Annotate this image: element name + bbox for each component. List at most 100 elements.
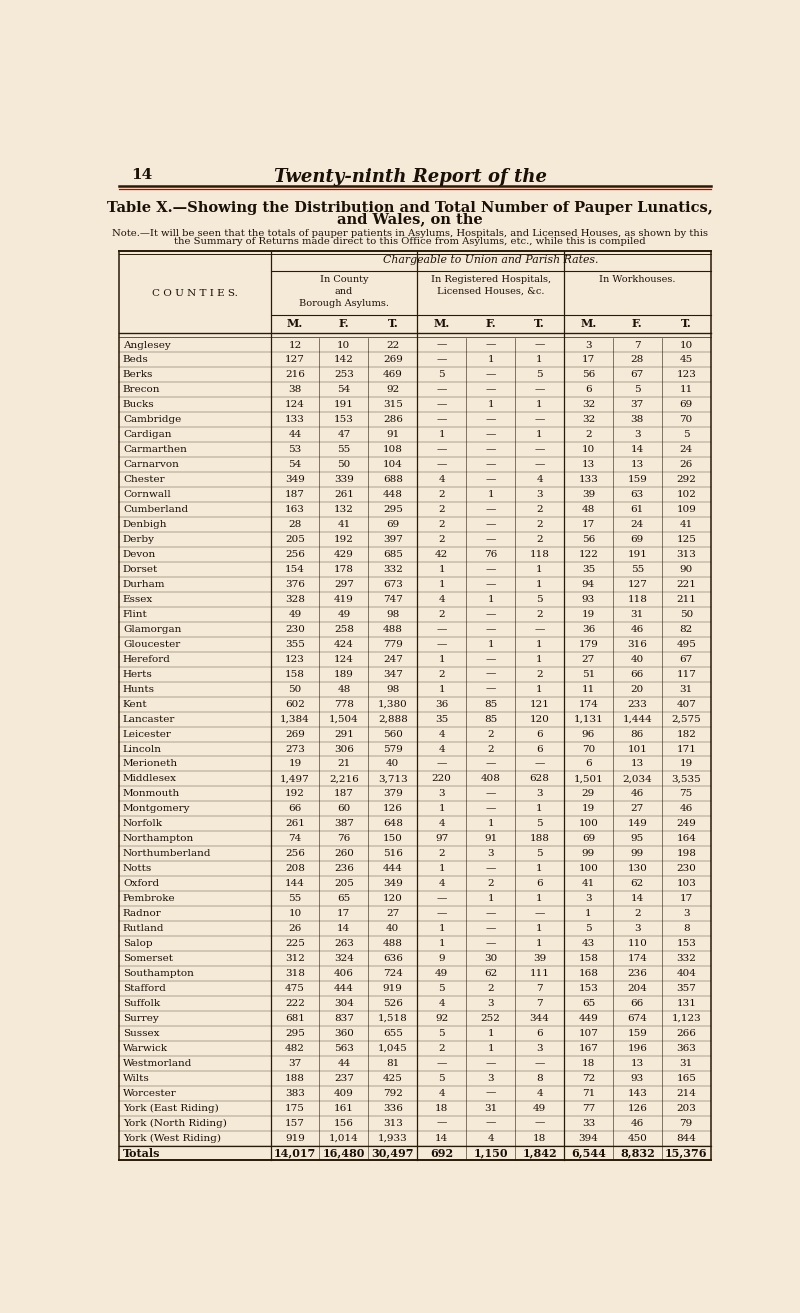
Text: —: — bbox=[486, 460, 496, 469]
Text: 93: 93 bbox=[630, 1074, 644, 1083]
Text: 1: 1 bbox=[487, 639, 494, 649]
Text: 1,150: 1,150 bbox=[474, 1148, 508, 1158]
Text: 3: 3 bbox=[585, 894, 592, 903]
Text: 77: 77 bbox=[582, 1104, 595, 1112]
Text: —: — bbox=[486, 609, 496, 618]
Text: —: — bbox=[486, 475, 496, 484]
Text: 26: 26 bbox=[680, 460, 693, 469]
Text: 376: 376 bbox=[285, 580, 305, 590]
Text: 2: 2 bbox=[438, 506, 445, 515]
Text: 3: 3 bbox=[487, 999, 494, 1008]
Text: 230: 230 bbox=[676, 864, 696, 873]
Text: 1: 1 bbox=[487, 490, 494, 499]
Text: —: — bbox=[486, 580, 496, 590]
Text: —: — bbox=[437, 1058, 447, 1067]
Text: 429: 429 bbox=[334, 550, 354, 559]
Text: 2: 2 bbox=[438, 850, 445, 859]
Text: —: — bbox=[486, 684, 496, 693]
Text: 7: 7 bbox=[536, 983, 543, 993]
Text: 5: 5 bbox=[438, 1029, 445, 1037]
Text: 67: 67 bbox=[630, 370, 644, 379]
Text: 4: 4 bbox=[438, 730, 445, 738]
Text: 156: 156 bbox=[334, 1119, 354, 1128]
Text: 101: 101 bbox=[627, 744, 647, 754]
Text: 1,501: 1,501 bbox=[574, 775, 603, 784]
Text: 1: 1 bbox=[487, 894, 494, 903]
Text: 91: 91 bbox=[484, 834, 498, 843]
Text: 95: 95 bbox=[630, 834, 644, 843]
Text: 62: 62 bbox=[630, 880, 644, 888]
Text: 4: 4 bbox=[438, 880, 445, 888]
Text: 260: 260 bbox=[334, 850, 354, 859]
Text: 168: 168 bbox=[578, 969, 598, 978]
Text: 1: 1 bbox=[536, 864, 543, 873]
Text: In County: In County bbox=[320, 274, 368, 284]
Text: 4: 4 bbox=[438, 744, 445, 754]
Text: —: — bbox=[437, 625, 447, 634]
Text: 100: 100 bbox=[578, 864, 598, 873]
Text: 256: 256 bbox=[285, 850, 305, 859]
Text: 449: 449 bbox=[578, 1014, 598, 1023]
Text: 7: 7 bbox=[634, 340, 641, 349]
Text: 120: 120 bbox=[530, 714, 550, 723]
Text: 2: 2 bbox=[487, 744, 494, 754]
Text: 69: 69 bbox=[680, 400, 693, 410]
Text: 349: 349 bbox=[383, 880, 402, 888]
Text: York (West Riding): York (West Riding) bbox=[123, 1133, 221, 1142]
Text: 86: 86 bbox=[630, 730, 644, 738]
Text: 54: 54 bbox=[288, 460, 302, 469]
Text: 516: 516 bbox=[383, 850, 402, 859]
Text: 62: 62 bbox=[484, 969, 498, 978]
Text: 6: 6 bbox=[536, 730, 543, 738]
Text: 1,842: 1,842 bbox=[522, 1148, 557, 1158]
Text: 286: 286 bbox=[383, 415, 402, 424]
Text: 171: 171 bbox=[676, 744, 696, 754]
Text: 2: 2 bbox=[634, 909, 641, 918]
Text: 31: 31 bbox=[484, 1104, 498, 1112]
Text: Kent: Kent bbox=[123, 700, 147, 709]
Text: Cardigan: Cardigan bbox=[123, 431, 171, 440]
Text: 2: 2 bbox=[487, 880, 494, 888]
Text: 1,014: 1,014 bbox=[329, 1133, 358, 1142]
Text: 189: 189 bbox=[334, 670, 354, 679]
Text: 304: 304 bbox=[334, 999, 354, 1008]
Text: 747: 747 bbox=[383, 595, 402, 604]
Text: 2: 2 bbox=[438, 1044, 445, 1053]
Text: 28: 28 bbox=[630, 356, 644, 365]
Text: Northampton: Northampton bbox=[123, 834, 194, 843]
Text: 126: 126 bbox=[627, 1104, 647, 1112]
Text: 526: 526 bbox=[383, 999, 402, 1008]
Text: 292: 292 bbox=[676, 475, 696, 484]
Text: 203: 203 bbox=[676, 1104, 696, 1112]
Text: 837: 837 bbox=[334, 1014, 354, 1023]
Text: 6: 6 bbox=[585, 759, 592, 768]
Text: 336: 336 bbox=[383, 1104, 402, 1112]
Text: 123: 123 bbox=[676, 370, 696, 379]
Text: 17: 17 bbox=[680, 894, 693, 903]
Text: 211: 211 bbox=[676, 595, 696, 604]
Text: F.: F. bbox=[486, 318, 496, 330]
Text: 76: 76 bbox=[338, 834, 350, 843]
Text: 29: 29 bbox=[582, 789, 595, 798]
Text: 97: 97 bbox=[435, 834, 448, 843]
Text: 19: 19 bbox=[582, 805, 595, 813]
Text: Cambridge: Cambridge bbox=[123, 415, 181, 424]
Text: the Summary of Returns made direct to this Office from Asylums, etc., while this: the Summary of Returns made direct to th… bbox=[174, 238, 646, 247]
Text: Notts: Notts bbox=[123, 864, 152, 873]
Text: 76: 76 bbox=[484, 550, 498, 559]
Text: 1,444: 1,444 bbox=[622, 714, 652, 723]
Text: 63: 63 bbox=[630, 490, 644, 499]
Text: 3,535: 3,535 bbox=[671, 775, 701, 784]
Text: 349: 349 bbox=[285, 475, 305, 484]
Text: 6: 6 bbox=[536, 744, 543, 754]
Text: 1,384: 1,384 bbox=[280, 714, 310, 723]
Text: 71: 71 bbox=[582, 1088, 595, 1098]
Text: 26: 26 bbox=[288, 924, 302, 934]
Text: 236: 236 bbox=[627, 969, 647, 978]
Text: 153: 153 bbox=[334, 415, 354, 424]
Text: 1: 1 bbox=[585, 909, 592, 918]
Text: 47: 47 bbox=[338, 431, 350, 440]
Text: 153: 153 bbox=[676, 939, 696, 948]
Text: 31: 31 bbox=[630, 609, 644, 618]
Text: T.: T. bbox=[534, 318, 545, 330]
